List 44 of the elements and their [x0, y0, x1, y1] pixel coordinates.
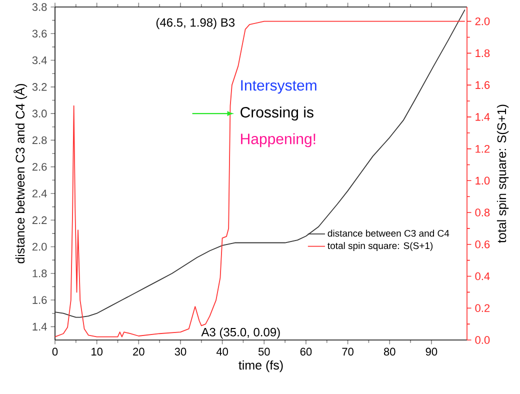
y-tick-label: 2.2	[32, 216, 47, 224]
y2-axis-title: total spin square: S(S+1)	[496, 104, 509, 243]
y2-tick-label: 2.0	[475, 17, 490, 26]
y2-tick-label: 0.2	[475, 304, 490, 312]
y2-tick-label: 1.8	[476, 49, 490, 58]
y-tick-label: 1.6	[32, 296, 47, 304]
y-tick-label: 3.6	[32, 30, 47, 38]
y-tick-label: 3.2	[32, 83, 47, 91]
x-axis-title: time (fs)	[238, 360, 283, 372]
y-tick-label: 2.4	[32, 190, 47, 198]
y-axis-title: distance between C3 and C4 (Å)	[14, 84, 28, 264]
x-tick-label: 20	[133, 348, 144, 356]
y-tick-label: 2.0	[32, 242, 47, 251]
y2-tick-label: 1.2	[476, 144, 490, 153]
y2-tick-label: 1.6	[476, 81, 490, 89]
y2-tick-label: 0.4	[475, 272, 490, 280]
y2-tick-label: 0.6	[475, 240, 490, 248]
y-tick-label: 3.8	[32, 3, 47, 11]
y2-tick-label: 0.8	[475, 208, 490, 216]
x-tick-label: 0	[52, 348, 58, 356]
y-tick-label: 3.4	[32, 56, 47, 64]
y-tick-label: 1.4	[32, 322, 47, 330]
x-tick-label: 10	[92, 348, 103, 356]
x-tick-label: 90	[426, 348, 438, 356]
annotation: A3 (35.0, 0.09)	[201, 328, 280, 339]
x-tick-label: 50	[258, 348, 270, 356]
y2-tick-label: 0.0	[475, 336, 490, 344]
legend-label: total spin square: S(S+1)	[328, 242, 433, 251]
x-tick-label: 60	[300, 348, 312, 356]
y-tick-label: 2.8	[32, 136, 47, 144]
x-tick-label: 40	[216, 348, 228, 356]
annotation: Happening!	[241, 133, 316, 148]
annotation: Crossing is	[240, 106, 314, 121]
y-tick-label: 2.6	[32, 162, 47, 171]
annotation: (46.5, 1.98) B3	[156, 18, 235, 30]
y-tick-label: 1.8	[32, 270, 47, 278]
x-tick-label: 30	[174, 348, 186, 356]
y2-tick-label: 1.4	[476, 113, 490, 121]
y-tick-label: 3.0	[32, 110, 47, 118]
legend-label: distance between C3 and C4	[328, 230, 450, 237]
annotation: Intersystem	[241, 80, 316, 94]
x-tick-label: 80	[384, 348, 396, 356]
x-tick-label: 70	[342, 348, 354, 356]
y2-tick-label: 1.0	[476, 176, 490, 185]
